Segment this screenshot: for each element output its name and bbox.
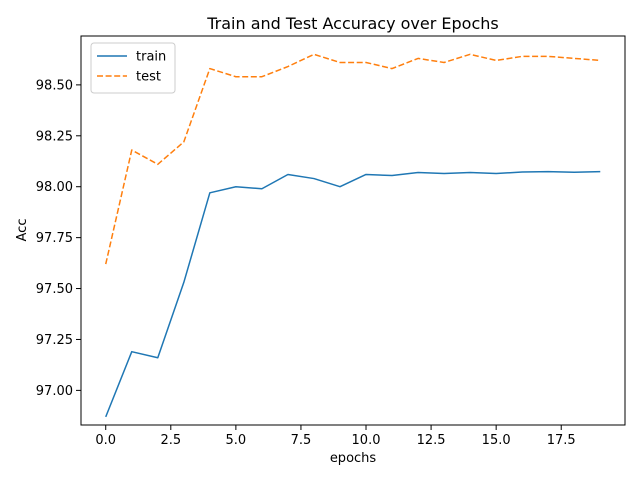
chart-title: Train and Test Accuracy over Epochs xyxy=(206,14,498,33)
series-line-test xyxy=(104,53,601,265)
y-axis: 97.00 97.25 97.50 97.75 98.00 98.25 98.50 xyxy=(36,78,81,399)
x-tick-label: 17.5 xyxy=(547,433,576,448)
plot-frame xyxy=(80,35,626,426)
y-tick-label: 98.25 xyxy=(36,129,73,144)
y-tick-label: 97.25 xyxy=(36,333,73,348)
x-tick-label: 10.0 xyxy=(352,433,381,448)
plot-lines xyxy=(104,53,601,418)
x-axis-label: epochs xyxy=(330,451,377,466)
x-tick-label: 0.0 xyxy=(95,433,116,448)
y-tick-label: 97.75 xyxy=(36,231,73,246)
y-axis-label: Acc xyxy=(15,219,30,242)
legend-label-train: train xyxy=(136,50,166,65)
x-tick-label: 12.5 xyxy=(417,433,446,448)
legend-label-test: test xyxy=(136,70,161,85)
x-axis: 0.0 2.5 5.0 7.5 10.0 12.5 15.0 17.5 xyxy=(95,425,576,448)
y-tick-label: 98.00 xyxy=(36,180,73,195)
x-tick-label: 7.5 xyxy=(291,433,312,448)
y-tick-label: 97.00 xyxy=(36,384,73,399)
series-line-train xyxy=(105,170,601,418)
legend: train test xyxy=(90,42,176,94)
x-tick-label: 2.5 xyxy=(160,433,181,448)
y-tick-label: 98.50 xyxy=(36,78,73,93)
x-tick-label: 15.0 xyxy=(482,433,511,448)
x-tick-label: 5.0 xyxy=(226,433,247,448)
y-tick-label: 97.50 xyxy=(36,282,73,297)
